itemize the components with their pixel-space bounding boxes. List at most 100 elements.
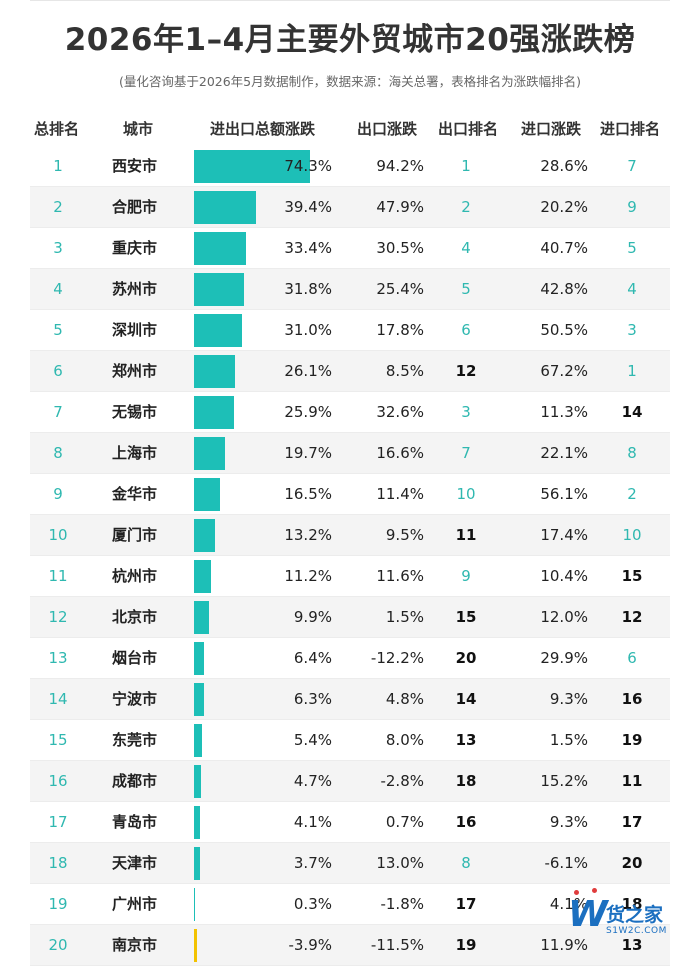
export-change-cell: 94.2% bbox=[376, 157, 424, 175]
total-change-bar bbox=[194, 642, 204, 675]
page-subtitle: (量化咨询基于2026年5月数据制作，数据来源：海关总署，表格排名为涨跌幅排名) bbox=[118, 74, 582, 89]
logo-url: S1W2C.COM bbox=[606, 926, 667, 936]
total-change-bar bbox=[194, 314, 243, 347]
total-change-cell: -3.9% bbox=[288, 936, 332, 954]
total-change-cell: 4.1% bbox=[293, 813, 332, 831]
total-change-bar bbox=[194, 683, 204, 716]
city-cell: 上海市 bbox=[112, 444, 158, 462]
city-cell: 烟台市 bbox=[112, 649, 158, 667]
city-cell: 无锡市 bbox=[112, 403, 158, 421]
rank-cell: 4 bbox=[53, 280, 63, 298]
export-rank-cell: 7 bbox=[461, 444, 471, 462]
export-change-cell: -12.2% bbox=[370, 649, 424, 667]
import-change-cell: 56.1% bbox=[540, 485, 588, 503]
total-change-bar bbox=[194, 806, 201, 839]
table-row: 18 天津市 3.7% 13.0% 8 -6.1% 20 bbox=[30, 843, 670, 884]
export-rank-cell: 10 bbox=[456, 485, 476, 503]
total-change-bar bbox=[194, 355, 235, 388]
export-change-cell: 16.6% bbox=[376, 444, 424, 462]
import-rank-cell: 15 bbox=[621, 567, 643, 585]
rank-cell: 7 bbox=[53, 403, 63, 421]
column-header-export-change: 出口涨跌 bbox=[357, 120, 418, 138]
rank-cell: 6 bbox=[53, 362, 63, 380]
export-change-cell: 25.4% bbox=[376, 280, 424, 298]
import-rank-cell: 9 bbox=[627, 198, 637, 216]
city-cell: 广州市 bbox=[112, 895, 158, 913]
import-rank-cell: 2 bbox=[627, 485, 637, 503]
export-change-cell: 0.7% bbox=[385, 813, 424, 831]
rank-cell: 12 bbox=[48, 608, 68, 626]
table-row: 15 东莞市 5.4% 8.0% 13 1.5% 19 bbox=[30, 720, 670, 761]
export-rank-cell: 2 bbox=[461, 198, 471, 216]
city-cell: 北京市 bbox=[112, 608, 158, 626]
import-change-cell: 1.5% bbox=[549, 731, 588, 749]
row-divider bbox=[30, 883, 670, 884]
rank-cell: 16 bbox=[48, 772, 68, 790]
import-rank-cell: 10 bbox=[622, 526, 642, 544]
total-change-bar bbox=[194, 478, 220, 511]
import-change-cell: 20.2% bbox=[540, 198, 588, 216]
export-rank-cell: 3 bbox=[461, 403, 471, 421]
export-rank-cell: 18 bbox=[455, 772, 477, 790]
import-rank-cell: 11 bbox=[621, 772, 643, 790]
logo-dot bbox=[592, 888, 597, 893]
table-row: 3 重庆市 33.4% 30.5% 4 40.7% 5 bbox=[30, 228, 670, 269]
rank-cell: 5 bbox=[53, 321, 63, 339]
city-cell: 合肥市 bbox=[112, 198, 158, 216]
table-row: 11 杭州市 11.2% 11.6% 9 10.4% 15 bbox=[30, 556, 670, 597]
row-divider bbox=[30, 842, 670, 843]
total-change-cell: 0.3% bbox=[293, 895, 332, 913]
row-divider bbox=[30, 186, 670, 187]
export-change-cell: 9.5% bbox=[385, 526, 424, 544]
import-change-cell: 17.4% bbox=[540, 526, 588, 544]
row-divider bbox=[30, 391, 670, 392]
row-divider bbox=[30, 268, 670, 269]
import-change-cell: 9.3% bbox=[549, 690, 588, 708]
import-rank-cell: 16 bbox=[621, 690, 643, 708]
table-row: 1 西安市 74.3% 94.2% 1 28.6% 7 bbox=[30, 146, 670, 187]
table-row: 2 合肥市 39.4% 47.9% 2 20.2% 9 bbox=[30, 187, 670, 228]
import-rank-cell: 3 bbox=[627, 321, 637, 339]
import-rank-cell: 8 bbox=[627, 444, 637, 462]
row-divider bbox=[30, 678, 670, 679]
export-rank-cell: 16 bbox=[455, 813, 477, 831]
total-change-cell: 26.1% bbox=[284, 362, 332, 380]
import-change-cell: 29.9% bbox=[540, 649, 588, 667]
row-divider bbox=[30, 514, 670, 515]
table-row: 16 成都市 4.7% -2.8% 18 15.2% 11 bbox=[30, 761, 670, 802]
total-change-bar bbox=[194, 273, 244, 306]
total-change-bar bbox=[194, 765, 202, 798]
total-change-bar bbox=[194, 519, 215, 552]
import-change-cell: 67.2% bbox=[540, 362, 588, 380]
table-row: 19 广州市 0.3% -1.8% 17 4.1% 18 bbox=[30, 884, 670, 925]
table-row: 5 深圳市 31.0% 17.8% 6 50.5% 3 bbox=[30, 310, 670, 351]
table-row: 7 无锡市 25.9% 32.6% 3 11.3% 14 bbox=[30, 392, 670, 433]
total-change-cell: 3.7% bbox=[293, 854, 332, 872]
total-change-bar bbox=[194, 437, 225, 470]
total-change-bar bbox=[194, 888, 195, 921]
city-cell: 青岛市 bbox=[112, 813, 158, 831]
city-cell: 厦门市 bbox=[112, 526, 158, 544]
rank-cell: 14 bbox=[48, 690, 68, 708]
logo: W 货之家 S1W2C.COM bbox=[566, 888, 686, 958]
export-rank-cell: 15 bbox=[455, 608, 477, 626]
rank-cell: 18 bbox=[48, 854, 68, 872]
total-change-cell: 6.4% bbox=[293, 649, 332, 667]
export-change-cell: -11.5% bbox=[370, 936, 424, 954]
export-change-cell: 8.0% bbox=[385, 731, 424, 749]
export-change-cell: 17.8% bbox=[376, 321, 424, 339]
city-cell: 郑州市 bbox=[112, 362, 158, 380]
total-change-cell: 11.2% bbox=[284, 567, 332, 585]
export-rank-cell: 13 bbox=[455, 731, 477, 749]
export-change-cell: 30.5% bbox=[376, 239, 424, 257]
export-rank-cell: 12 bbox=[455, 362, 477, 380]
import-rank-cell: 20 bbox=[621, 854, 643, 872]
import-rank-cell: 4 bbox=[627, 280, 637, 298]
rank-cell: 20 bbox=[48, 936, 68, 954]
rank-cell: 9 bbox=[53, 485, 63, 503]
import-change-cell: 40.7% bbox=[540, 239, 588, 257]
import-rank-cell: 12 bbox=[621, 608, 643, 626]
import-change-cell: 15.2% bbox=[540, 772, 588, 790]
export-rank-cell: 19 bbox=[455, 936, 477, 954]
total-change-bar bbox=[194, 560, 212, 593]
